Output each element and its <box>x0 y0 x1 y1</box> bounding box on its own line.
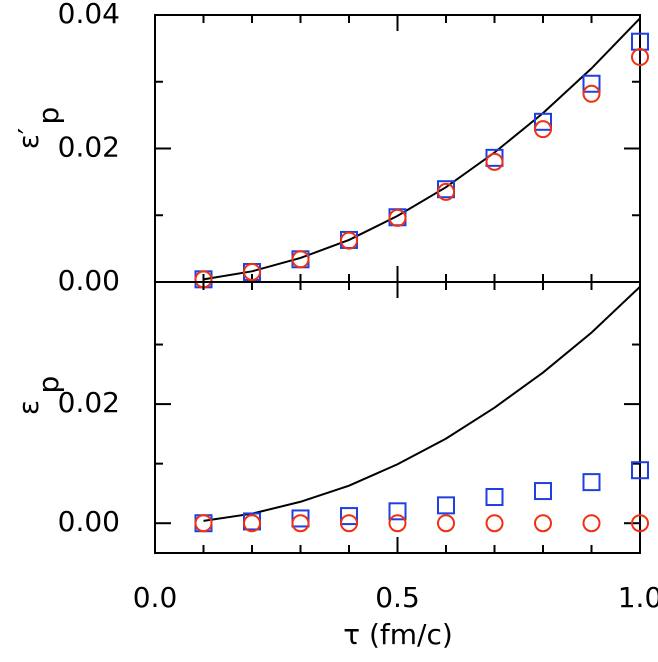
circle-marker <box>534 514 552 533</box>
y-label: εp <box>12 376 65 415</box>
y-tick-label: 0.00 <box>58 264 120 297</box>
y-label-main: ε <box>12 400 45 415</box>
square-marker <box>291 509 310 528</box>
x-tick-label: 0.5 <box>375 581 420 614</box>
circle-marker <box>194 514 213 533</box>
data-line <box>203 17 641 281</box>
square-marker <box>340 507 358 526</box>
square-marker <box>631 461 649 480</box>
circle-marker <box>485 152 504 171</box>
circle-marker <box>631 514 649 533</box>
circle-marker <box>582 514 601 533</box>
y-label: ε′ p <box>12 107 65 150</box>
circle-marker <box>631 48 649 67</box>
square-marker <box>534 112 552 131</box>
square-marker <box>534 482 552 501</box>
plot-frame <box>154 281 641 554</box>
y-label-sub: p <box>32 376 65 394</box>
square-marker <box>582 473 601 492</box>
circle-marker <box>534 120 552 139</box>
circle-marker <box>437 182 455 201</box>
circle-marker <box>388 514 407 533</box>
circle-marker <box>340 231 358 250</box>
circle-marker <box>485 514 504 533</box>
x-label: τ (fm/c) <box>343 618 453 651</box>
circle-marker <box>243 514 261 533</box>
circle-marker <box>243 262 261 281</box>
square-marker <box>485 488 504 507</box>
square-marker <box>437 496 455 515</box>
y-tick-label: 0.02 <box>58 131 120 164</box>
data-line <box>203 286 641 522</box>
y-label-main: ε′ <box>12 128 45 150</box>
circle-marker <box>340 514 358 533</box>
y-tick-label: 0.02 <box>58 386 120 419</box>
square-marker <box>388 502 407 521</box>
circle-marker <box>388 208 407 227</box>
y-label-sub: p <box>32 107 65 125</box>
plot-frame <box>154 14 641 283</box>
circle-marker <box>582 84 601 103</box>
circle-marker <box>291 250 310 269</box>
circle-marker <box>437 514 455 533</box>
x-tick-label: 1.0 <box>618 581 658 614</box>
y-tick-label: 0.04 <box>58 0 120 30</box>
square-marker <box>582 74 601 93</box>
circle-marker <box>291 514 310 533</box>
x-tick-label: 0.0 <box>133 581 178 614</box>
y-tick-label: 0.00 <box>58 505 120 538</box>
